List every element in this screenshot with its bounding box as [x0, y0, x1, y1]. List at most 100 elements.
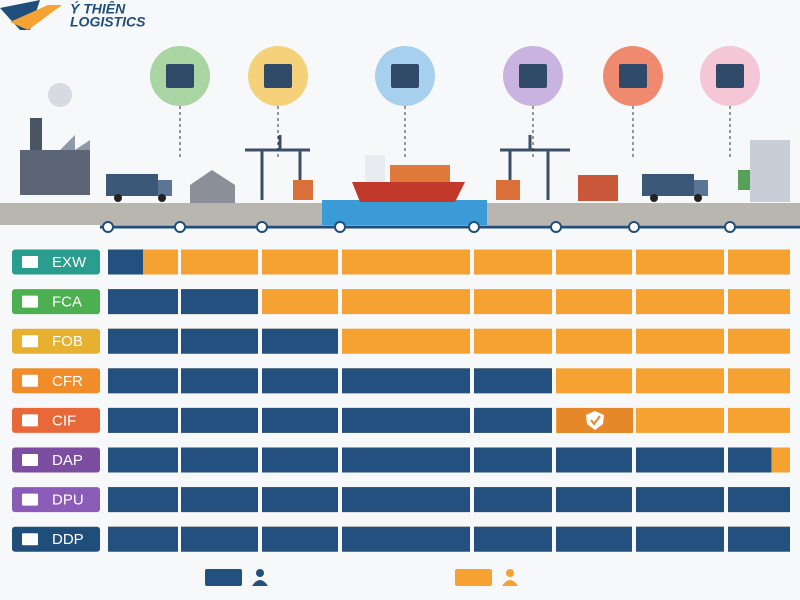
- term-badge: [12, 289, 100, 315]
- seller-segment: [108, 249, 143, 275]
- timeline-node: [334, 221, 346, 233]
- timeline-node: [468, 221, 480, 233]
- seller-segment: [181, 526, 258, 552]
- crane: [500, 135, 570, 200]
- seller-segment: [108, 289, 178, 315]
- timeline-node: [102, 221, 114, 233]
- buyer-segment: [728, 407, 790, 433]
- office-building: [738, 140, 790, 202]
- seller-segment: [108, 368, 178, 394]
- seller-segment: [181, 407, 258, 433]
- buyer-segment: [556, 289, 632, 315]
- buyer-segment: [728, 328, 790, 354]
- seller-segment: [636, 447, 724, 473]
- legend-swatch: [205, 569, 242, 586]
- timeline-node: [550, 221, 562, 233]
- term-badge: [12, 249, 100, 275]
- person-icon: [502, 569, 518, 586]
- buyer-segment: [636, 249, 724, 275]
- logo-text: Ý THIÊN: [70, 0, 126, 17]
- seller-segment: [728, 487, 790, 513]
- seller-segment: [108, 526, 178, 552]
- buyer-segment: [556, 249, 632, 275]
- stage-icon-glyph: [391, 64, 419, 88]
- buyer-segment: [556, 328, 632, 354]
- buyer-segment: [728, 368, 790, 394]
- seller-segment: [636, 487, 724, 513]
- seller-segment: [342, 487, 470, 513]
- seller-segment: [728, 526, 790, 552]
- buyer-segment: [342, 328, 470, 354]
- term-icon: [22, 454, 38, 466]
- buyer-segment: [474, 249, 552, 275]
- seller-segment: [181, 487, 258, 513]
- stage-icon-glyph: [264, 64, 292, 88]
- term-label: DDP: [52, 531, 84, 548]
- stage-icon-glyph: [716, 64, 744, 88]
- seller-segment: [474, 407, 552, 433]
- buyer-segment: [474, 328, 552, 354]
- term-label: FCA: [52, 294, 82, 311]
- term-badge: [12, 328, 100, 354]
- seller-segment: [262, 447, 338, 473]
- term-icon: [22, 256, 38, 268]
- legend-swatch: [455, 569, 492, 586]
- buyer-segment: [474, 289, 552, 315]
- factory: [20, 83, 90, 195]
- buyer-segment: [262, 249, 338, 275]
- term-label: CIF: [52, 412, 76, 429]
- term-icon: [22, 374, 38, 387]
- seller-segment: [556, 447, 632, 473]
- buyer-segment: [636, 328, 724, 354]
- seller-segment: [556, 487, 632, 513]
- ship: [352, 155, 465, 202]
- seller-segment: [181, 368, 258, 394]
- buyer-segment: [728, 249, 790, 275]
- buyer-segment: [181, 249, 258, 275]
- person-icon: [252, 569, 268, 586]
- seller-segment: [262, 407, 338, 433]
- seller-segment: [262, 368, 338, 394]
- logo-text: LOGISTICS: [70, 14, 146, 30]
- term-label: CFR: [52, 373, 83, 390]
- term-label: EXW: [52, 254, 87, 271]
- term-badge: [12, 526, 100, 552]
- logo: Ý THIÊN LOGISTICS: [0, 0, 146, 30]
- check-icon: [590, 415, 601, 426]
- stage-icon-glyph: [519, 64, 547, 88]
- logo-mark: [10, 5, 62, 30]
- seller-segment: [556, 526, 632, 552]
- buyer-segment: [636, 289, 724, 315]
- term-badge: [12, 407, 100, 433]
- stage-icon-glyph: [619, 64, 647, 88]
- seller-segment: [342, 447, 470, 473]
- buyer-segment: [262, 289, 338, 315]
- seller-segment: [108, 407, 178, 433]
- buyer-segment: [728, 289, 790, 315]
- buyer-segment: [636, 368, 724, 394]
- warehouse: [190, 170, 235, 203]
- seller-segment: [636, 526, 724, 552]
- seller-segment: [262, 487, 338, 513]
- buyer-segment: [342, 249, 470, 275]
- term-label: DPU: [52, 492, 84, 509]
- term-icon: [22, 414, 38, 427]
- stage-icon-glyph: [166, 64, 194, 88]
- containers: [578, 175, 618, 201]
- buyer-segment: [636, 407, 724, 433]
- seller-segment: [181, 447, 258, 473]
- timeline-node: [724, 221, 736, 233]
- seller-segment: [474, 368, 552, 394]
- containers: [293, 180, 313, 200]
- seller-segment: [262, 526, 338, 552]
- seller-segment: [108, 328, 178, 354]
- term-label: FOB: [52, 333, 83, 350]
- seller-segment: [342, 368, 470, 394]
- term-badge: [12, 368, 100, 394]
- seller-segment: [181, 289, 258, 315]
- term-icon: [22, 493, 38, 506]
- seller-segment: [342, 526, 470, 552]
- seller-segment: [262, 328, 338, 354]
